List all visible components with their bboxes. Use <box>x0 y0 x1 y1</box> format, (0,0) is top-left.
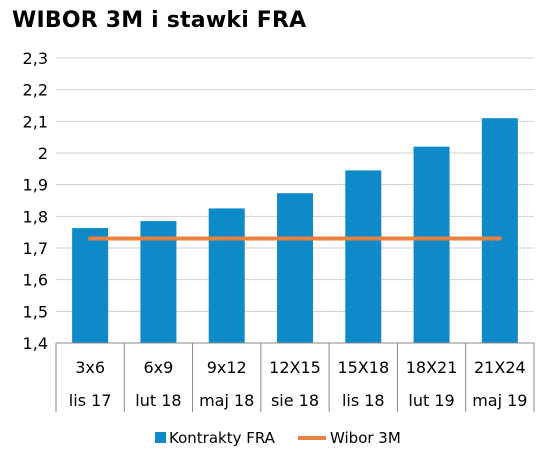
bar <box>277 193 313 343</box>
x-tick-sublabel: lis 17 <box>69 391 112 410</box>
bar <box>413 146 450 343</box>
y-tick-label: 1,7 <box>23 239 48 258</box>
x-tick-sublabel: maj 19 <box>472 391 527 410</box>
bar <box>140 221 177 343</box>
x-tick-label: 3x6 <box>75 358 105 377</box>
y-tick-label: 1,5 <box>23 302 48 321</box>
y-tick-label: 2,1 <box>23 112 48 131</box>
bar <box>208 208 245 343</box>
legend: Kontrakty FRA Wibor 3M <box>155 429 401 447</box>
x-tick-label: 21X24 <box>474 358 526 377</box>
bar <box>72 228 109 343</box>
bar <box>345 170 382 343</box>
x-tick-sublabel: lut 18 <box>135 391 181 410</box>
bar <box>481 118 518 344</box>
y-tick-label: 1,9 <box>23 176 48 195</box>
x-tick-label: 12X15 <box>269 358 321 377</box>
x-tick-label: 18X21 <box>406 358 458 377</box>
y-tick-label: 1,8 <box>23 207 48 226</box>
axes: 1,4 1,5 1,6 1,7 1,8 1,9 2 2,1 2,2 2,3 3x6 lis 17 6x9… <box>23 49 535 412</box>
y-tick-label: 1,4 <box>23 334 48 353</box>
x-tick-sublabel: lut 19 <box>408 391 454 410</box>
x-tick-label: 9x12 <box>207 358 247 377</box>
x-tick-label: 6x9 <box>144 358 174 377</box>
legend-label: Wibor 3M <box>330 429 401 447</box>
legend-label: Kontrakty FRA <box>169 429 276 447</box>
chart-title: WIBOR 3M i stawki FRA <box>12 8 307 33</box>
x-tick-label: 15X18 <box>337 358 389 377</box>
y-tick-label: 2,3 <box>23 49 48 68</box>
y-tick-label: 2,2 <box>23 81 48 100</box>
x-tick-sublabel: maj 18 <box>199 391 254 410</box>
y-tick-label: 1,6 <box>23 271 48 290</box>
legend-swatch-bar <box>155 432 166 443</box>
x-tick-sublabel: sie 18 <box>271 391 319 410</box>
bar-series <box>72 118 518 344</box>
x-tick-sublabel: lis 18 <box>342 391 385 410</box>
y-tick-label: 2 <box>38 144 48 163</box>
